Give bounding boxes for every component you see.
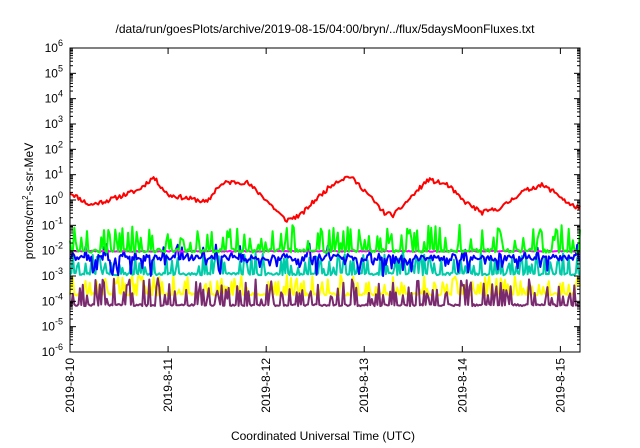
y-tick-label: 106 (45, 38, 63, 55)
series-line (69, 175, 581, 223)
y-tick-label: 104 (45, 89, 63, 106)
x-tick-label: 2019-8-11 (161, 358, 175, 412)
series-line (69, 223, 581, 254)
y-axis-label: protons/cm2-s-sr-MeV (21, 143, 36, 259)
x-tick-label: 2019-8-15 (553, 358, 567, 413)
y-axis: 10-6 10-5 10-4 10-3 10-2 10-1 100 101 102 103 104 1… (42, 38, 580, 359)
series-line (69, 242, 581, 277)
y-tick-label: 10-4 (42, 291, 63, 308)
y-tick-label: 10-1 (42, 215, 63, 232)
x-tick-label: 2019-8-13 (357, 358, 371, 413)
chart-title: /data/run/goesPlots/archive/2019-08-15/0… (116, 22, 536, 36)
x-tick-label: 2019-8-10 (63, 358, 77, 413)
y-tick-label: 10-6 (42, 342, 63, 359)
series-line (70, 277, 580, 308)
x-tick-label: 2019-8-12 (259, 358, 273, 413)
x-axis-label: Coordinated Universal Time (UTC) (231, 429, 415, 443)
y-tick-label: 10-3 (42, 266, 63, 283)
y-tick-label: 105 (45, 63, 63, 80)
y-tick-label: 10-2 (42, 241, 63, 258)
y-tick-label: 102 (45, 139, 63, 156)
y-tick-label: 103 (45, 114, 63, 131)
y-tick-label: 100 (45, 190, 63, 207)
y-tick-label: 101 (45, 165, 63, 182)
series-layer (69, 175, 581, 308)
x-axis: 2019-8-10 2019-8-11 2019-8-12 2019-8-13 2019… (63, 48, 567, 413)
x-tick-label: 2019-8-14 (455, 358, 469, 413)
y-tick-label: 10-5 (42, 317, 63, 334)
